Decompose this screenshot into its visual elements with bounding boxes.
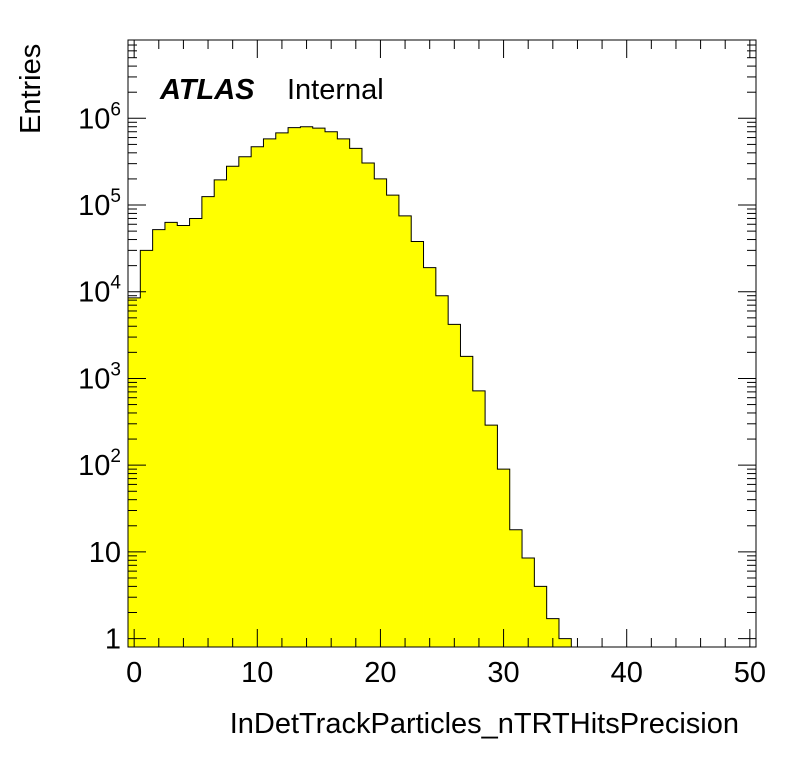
- atlas-label: ATLAS Internal: [159, 74, 384, 106]
- histogram-bar: [201, 196, 215, 647]
- histogram-outline: [127, 126, 572, 647]
- x-tick-label: 0: [126, 657, 142, 689]
- x-axis-label: InDetTrackParticles_nTRTHitsPrecision: [230, 708, 739, 740]
- histogram-bar: [374, 178, 387, 647]
- x-tick-label: 50: [734, 657, 766, 689]
- x-tick-label: 20: [364, 657, 396, 689]
- histogram-bar: [558, 638, 572, 647]
- x-tick-label: 10: [241, 657, 273, 689]
- y-tick-label: 102: [78, 446, 121, 482]
- y-tick-label: 1: [105, 624, 121, 656]
- histogram-bar: [263, 138, 277, 647]
- atlas-label-internal: Internal: [287, 74, 384, 106]
- plot-frame: [127, 39, 757, 648]
- histogram-bar: [164, 222, 178, 648]
- histogram-bar: [448, 324, 461, 647]
- y-tick-labels: 1 10 102 103 104 105 106: [78, 99, 121, 655]
- atlas-label-bold: ATLAS: [159, 74, 255, 106]
- histogram-bar: [251, 146, 264, 647]
- histogram-bar: [238, 156, 252, 648]
- y-tick-label: 105: [78, 186, 121, 222]
- histogram-bar: [546, 618, 560, 647]
- histogram-bar: [337, 138, 351, 647]
- y-tick-label: 106: [78, 99, 121, 135]
- histogram-bar: [275, 132, 289, 648]
- histogram-bar: [300, 126, 314, 647]
- histogram-bar: [349, 148, 363, 647]
- histogram-bar: [177, 225, 190, 648]
- histogram-bar: [460, 356, 474, 647]
- y-tick-label: 10: [89, 537, 121, 569]
- histogram-bar: [288, 127, 301, 648]
- y-axis-label: Entries: [15, 44, 47, 134]
- y-tick-label: 103: [78, 359, 121, 395]
- histogram-bar: [534, 586, 548, 647]
- histogram-bars: [128, 126, 572, 648]
- x-tick-label: 30: [487, 657, 519, 689]
- axis-ticks: [128, 39, 756, 647]
- x-tick-label: 40: [611, 657, 643, 689]
- histogram-bar: [509, 529, 523, 647]
- histogram-bar: [497, 469, 511, 647]
- histogram-bar: [189, 218, 203, 647]
- histogram-bar: [312, 128, 326, 647]
- histogram-bar: [325, 131, 338, 647]
- histogram-bar: [411, 241, 424, 647]
- histogram-bar: [226, 166, 240, 647]
- histogram-bar: [361, 163, 375, 648]
- histogram-bar: [214, 179, 227, 647]
- histogram-bar: [152, 229, 166, 647]
- histogram-bar: [472, 390, 486, 647]
- histogram-bar: [386, 195, 400, 647]
- histogram-bar: [140, 250, 154, 647]
- x-tick-labels: 0 10 20 30 40 50: [126, 657, 766, 689]
- histogram-bar: [398, 215, 412, 647]
- histogram-bar: [128, 297, 141, 647]
- histogram-bar: [435, 295, 449, 647]
- histogram-bar: [485, 425, 498, 647]
- y-tick-label: 104: [78, 273, 121, 309]
- histogram-bar: [522, 558, 535, 647]
- histogram-bar: [423, 267, 437, 647]
